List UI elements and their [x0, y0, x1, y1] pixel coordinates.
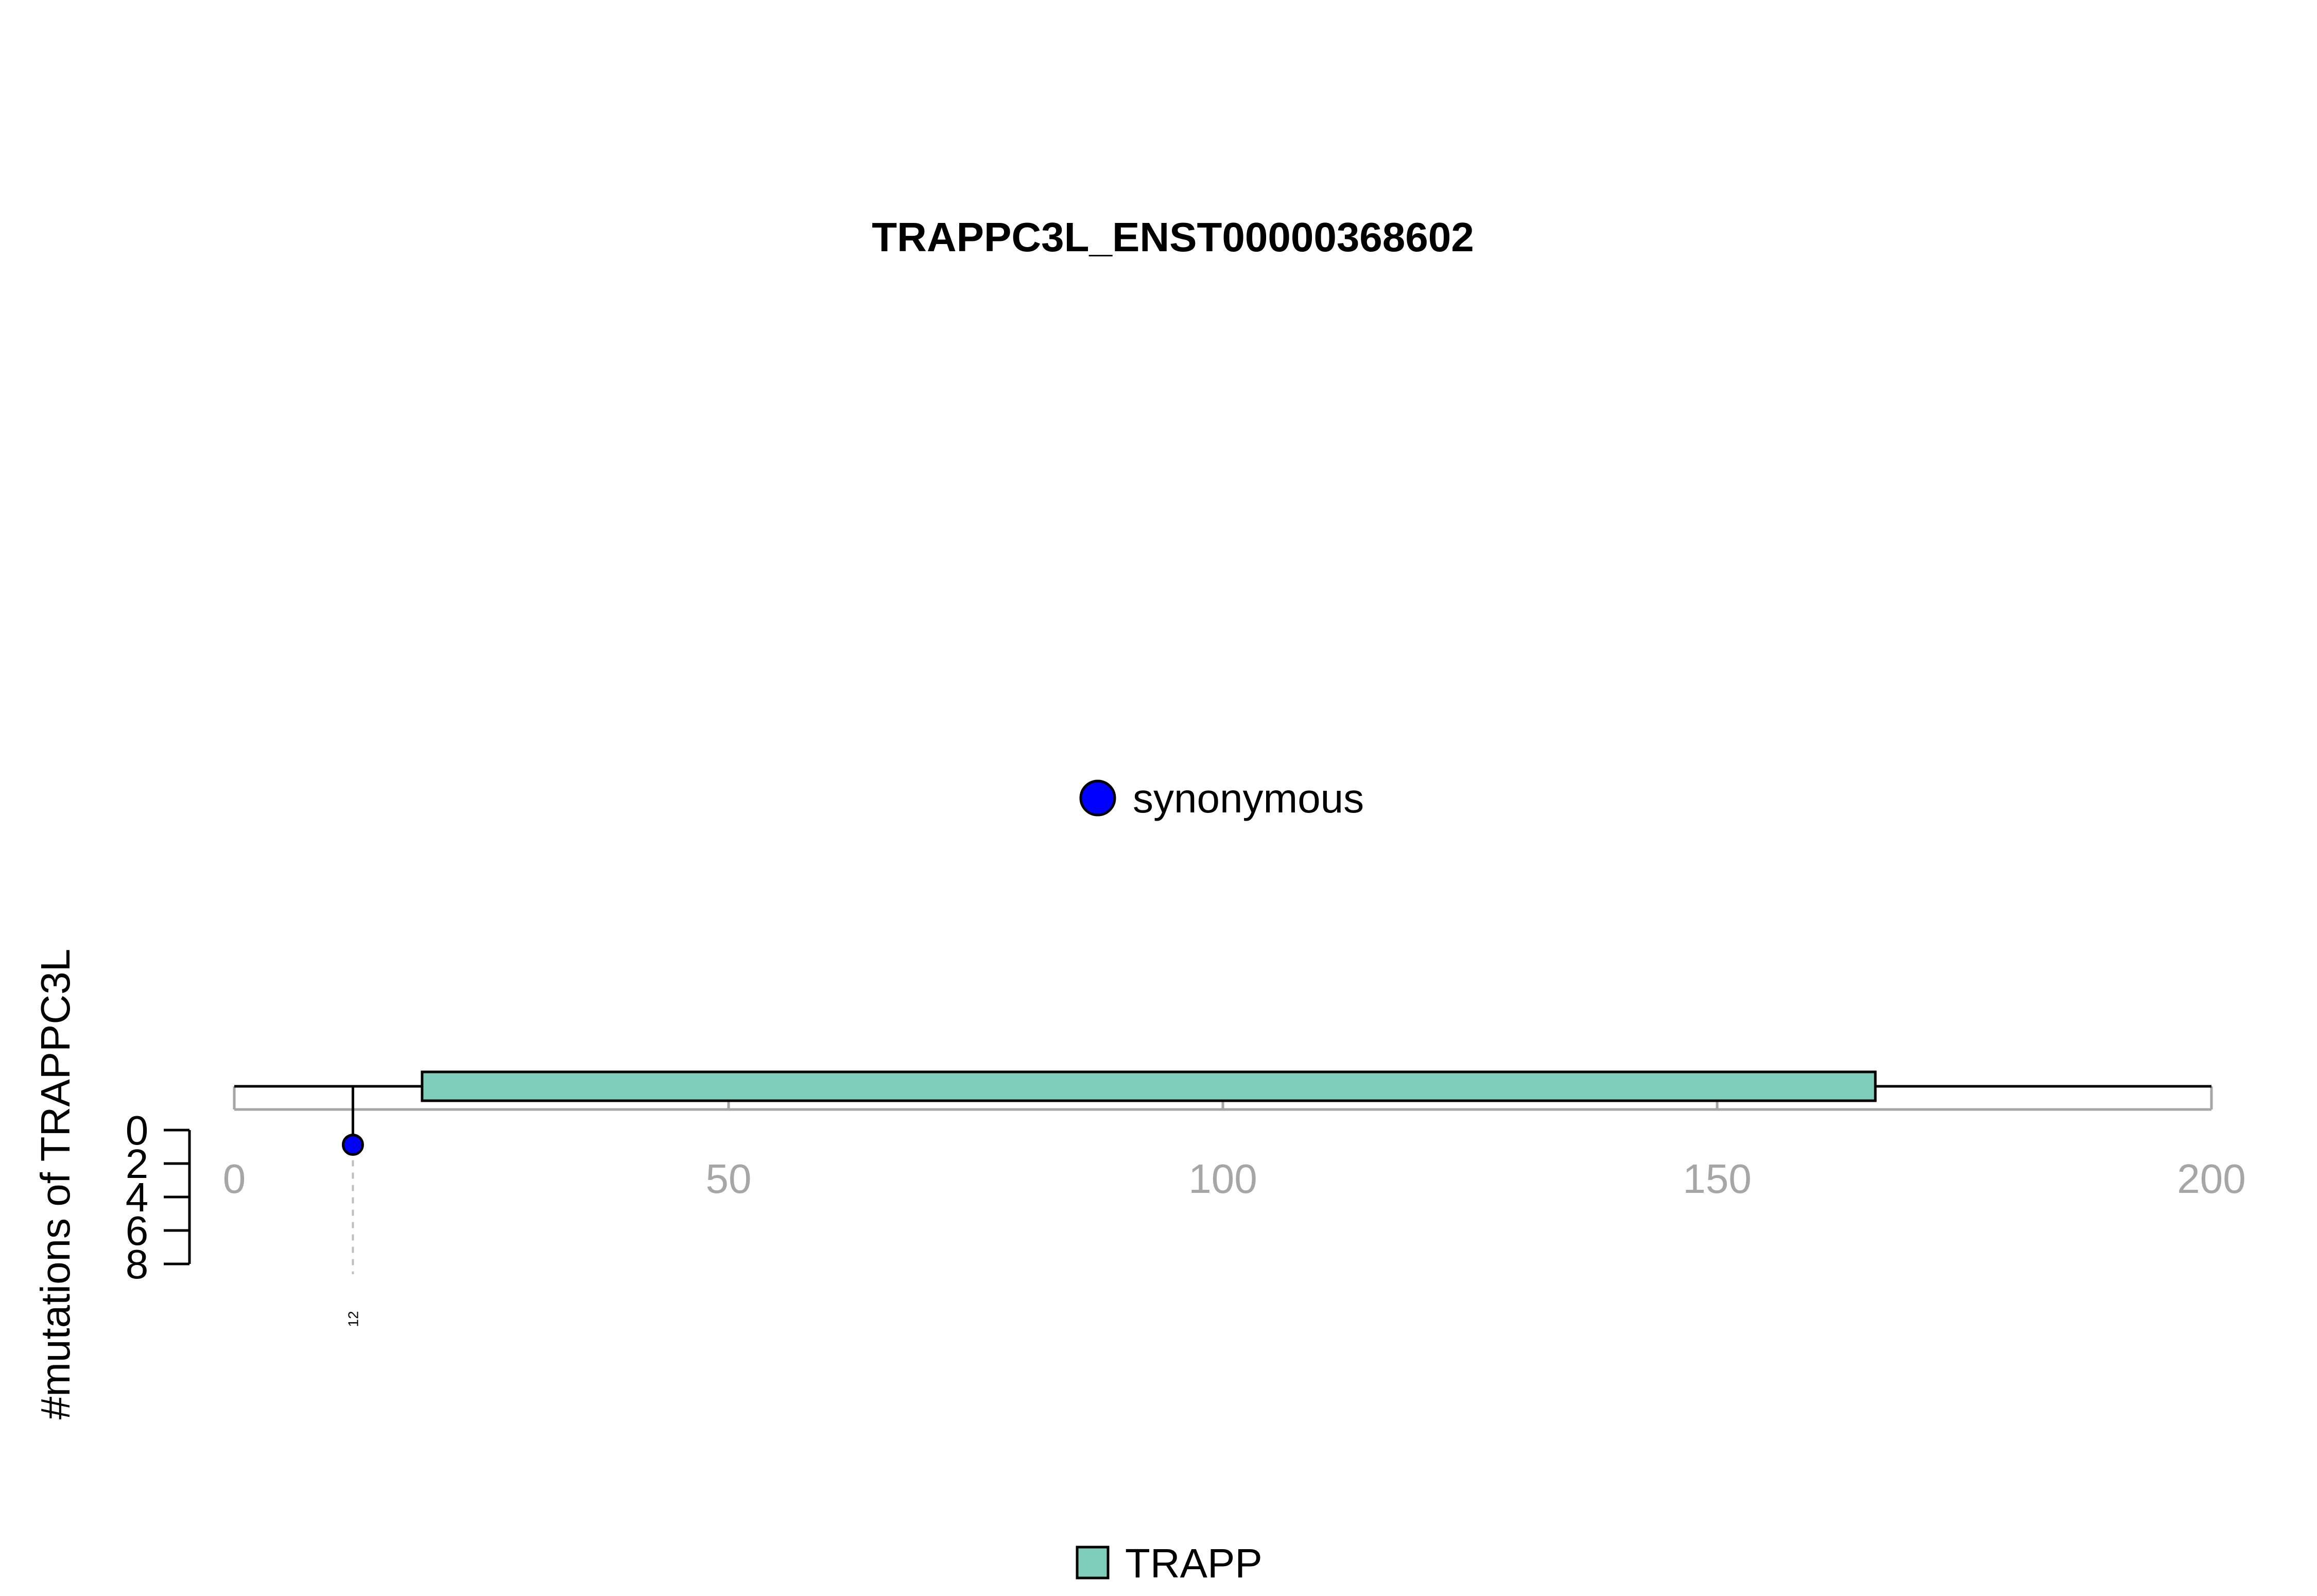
mutation-layer: 12	[341, 1086, 364, 1327]
mutation-point[interactable]	[341, 1134, 364, 1156]
y-tick-label-8: 8	[126, 1241, 149, 1287]
x-tick-label-200: 200	[2177, 1156, 2245, 1202]
domain-trapp[interactable]	[421, 1070, 1877, 1102]
trapp-legend-label: TRAPP	[1125, 1540, 1263, 1586]
mutation-label: 12	[345, 1311, 361, 1327]
x-tick-label-0: 0	[223, 1156, 246, 1202]
domain-legend: TRAPP	[1076, 1540, 1263, 1586]
synonymous-legend-label: synonymous	[1133, 775, 1364, 821]
y-tick-label-4: 4	[126, 1174, 149, 1220]
y-tick-label-2: 2	[126, 1141, 149, 1187]
synonymous-legend-icon	[1079, 779, 1116, 817]
y-tick-label-6: 6	[126, 1208, 149, 1254]
domain-layer	[421, 1070, 1877, 1102]
x-tick-label-150: 150	[1683, 1156, 1751, 1202]
y-tick-label-0: 0	[126, 1107, 149, 1153]
x-axis: 0 50 100 150 200	[223, 1086, 2246, 1202]
trapp-legend-swatch	[1076, 1546, 1110, 1580]
x-tick-label-50: 50	[706, 1156, 752, 1202]
chart-title: TRAPPC3L_ENST00000368602	[872, 214, 1474, 260]
x-tick-label-100: 100	[1188, 1156, 1257, 1202]
mutation-legend: synonymous	[1079, 775, 1364, 821]
y-axis-label: #mutations of TRAPPC3L	[32, 949, 78, 1420]
